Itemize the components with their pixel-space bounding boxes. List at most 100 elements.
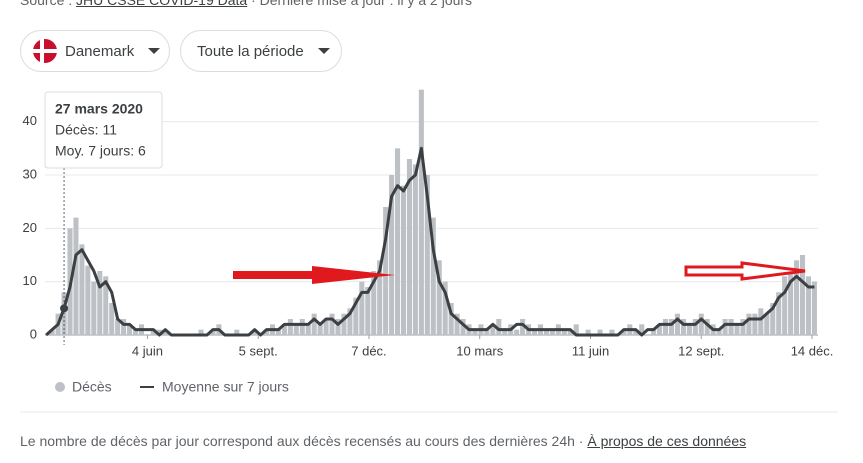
death-bar xyxy=(728,319,734,335)
death-bar xyxy=(132,329,139,335)
death-bar xyxy=(115,319,121,335)
death-bar xyxy=(722,319,728,335)
legend-swatch xyxy=(55,382,65,392)
hover-dot xyxy=(60,304,69,313)
average-line xyxy=(45,146,815,337)
death-bar xyxy=(85,265,91,335)
death-bar xyxy=(353,297,359,335)
death-bar xyxy=(663,319,669,335)
death-bar xyxy=(436,260,442,335)
arrow-annotation xyxy=(684,261,806,281)
death-bar xyxy=(79,244,85,335)
death-bar xyxy=(323,319,329,335)
y-tick-label: 10 xyxy=(23,273,37,288)
death-bar xyxy=(400,185,407,335)
death-bar xyxy=(359,281,365,335)
death-bar xyxy=(311,313,317,335)
y-tick-label: 30 xyxy=(23,166,37,181)
tooltip-title: 27 mars 2020 xyxy=(55,101,143,117)
death-bar xyxy=(531,329,538,335)
country-label: Danemark xyxy=(65,42,135,60)
death-bar xyxy=(329,313,335,335)
death-bar xyxy=(234,329,240,335)
death-bar xyxy=(127,324,133,335)
death-bar xyxy=(109,303,115,335)
death-bar xyxy=(103,276,109,335)
death-bar xyxy=(442,281,448,335)
death-bar xyxy=(406,159,412,335)
country-dropdown[interactable]: Danemark xyxy=(20,30,170,72)
death-bar xyxy=(758,308,764,335)
x-tick-label: 12 sept. xyxy=(678,343,724,358)
death-bar xyxy=(73,217,79,335)
death-bar xyxy=(621,329,627,335)
death-bar xyxy=(490,324,496,335)
death-bar xyxy=(657,324,663,335)
death-bar xyxy=(573,324,579,335)
death-bar xyxy=(454,313,460,335)
x-tick-label: 14 déc. xyxy=(791,343,834,358)
death-bar xyxy=(692,319,698,335)
death-bar xyxy=(281,324,287,335)
death-bar xyxy=(686,324,692,335)
flag xyxy=(33,39,57,63)
period-dropdown[interactable]: Toute la période xyxy=(180,30,342,72)
death-bar xyxy=(383,207,389,335)
death-bar xyxy=(502,329,508,335)
source-link[interactable]: JHU CSSE COVID-19 Data xyxy=(76,0,248,8)
death-bar xyxy=(651,329,657,335)
death-bar xyxy=(412,164,418,335)
death-bar xyxy=(335,319,341,335)
legend-label: Décès xyxy=(72,379,112,395)
y-tick-label: 40 xyxy=(23,113,37,128)
source-line: Source : JHU CSSE COVID-19 Data · Derniè… xyxy=(20,0,472,8)
death-bar xyxy=(597,329,603,335)
y-tick-label: 0 xyxy=(30,326,37,341)
death-bar xyxy=(734,324,740,335)
death-bar xyxy=(97,271,103,335)
death-bar xyxy=(424,175,430,335)
death-bar xyxy=(341,313,347,335)
y-tick-label: 20 xyxy=(23,220,37,235)
x-tick-label: 10 mars xyxy=(456,343,503,358)
death-bar xyxy=(460,319,466,335)
footer: Le nombre de décès par jour correspond a… xyxy=(20,433,746,449)
death-bar xyxy=(764,313,770,335)
death-bar xyxy=(275,329,281,335)
death-bar xyxy=(740,319,746,335)
death-bar xyxy=(150,329,156,335)
death-bar xyxy=(299,319,305,335)
death-bar xyxy=(484,329,490,335)
death-bar xyxy=(91,281,97,335)
death-bar xyxy=(347,308,353,335)
death-bar xyxy=(668,319,675,335)
death-bar xyxy=(264,329,270,335)
death-bar xyxy=(293,324,299,335)
x-tick-label: 11 juin xyxy=(572,343,609,358)
death-bar xyxy=(639,324,645,335)
death-bar xyxy=(770,303,776,335)
death-bar xyxy=(549,329,555,335)
death-bar xyxy=(365,287,371,335)
death-bar xyxy=(746,313,752,335)
legend-label: Moyenne sur 7 jours xyxy=(162,379,289,395)
death-bar xyxy=(585,329,591,335)
death-bar xyxy=(698,313,704,335)
death-bar xyxy=(287,319,293,335)
death-bar xyxy=(472,329,478,335)
about-link[interactable]: À propos de ces données xyxy=(587,433,747,449)
death-bar xyxy=(49,329,55,335)
footer-note: Le nombre de décès par jour correspond a… xyxy=(20,433,584,449)
death-bar xyxy=(788,271,794,335)
death-bar xyxy=(543,329,549,335)
tooltip-box xyxy=(44,91,163,169)
death-bar xyxy=(389,175,395,335)
death-bar xyxy=(704,319,710,335)
death-bar xyxy=(448,303,454,335)
death-bar xyxy=(805,276,812,335)
death-bar xyxy=(210,329,216,335)
tooltip-line: Moy. 7 jours: 6 xyxy=(55,143,146,159)
death-bar xyxy=(716,329,722,335)
death-bar xyxy=(811,281,817,335)
